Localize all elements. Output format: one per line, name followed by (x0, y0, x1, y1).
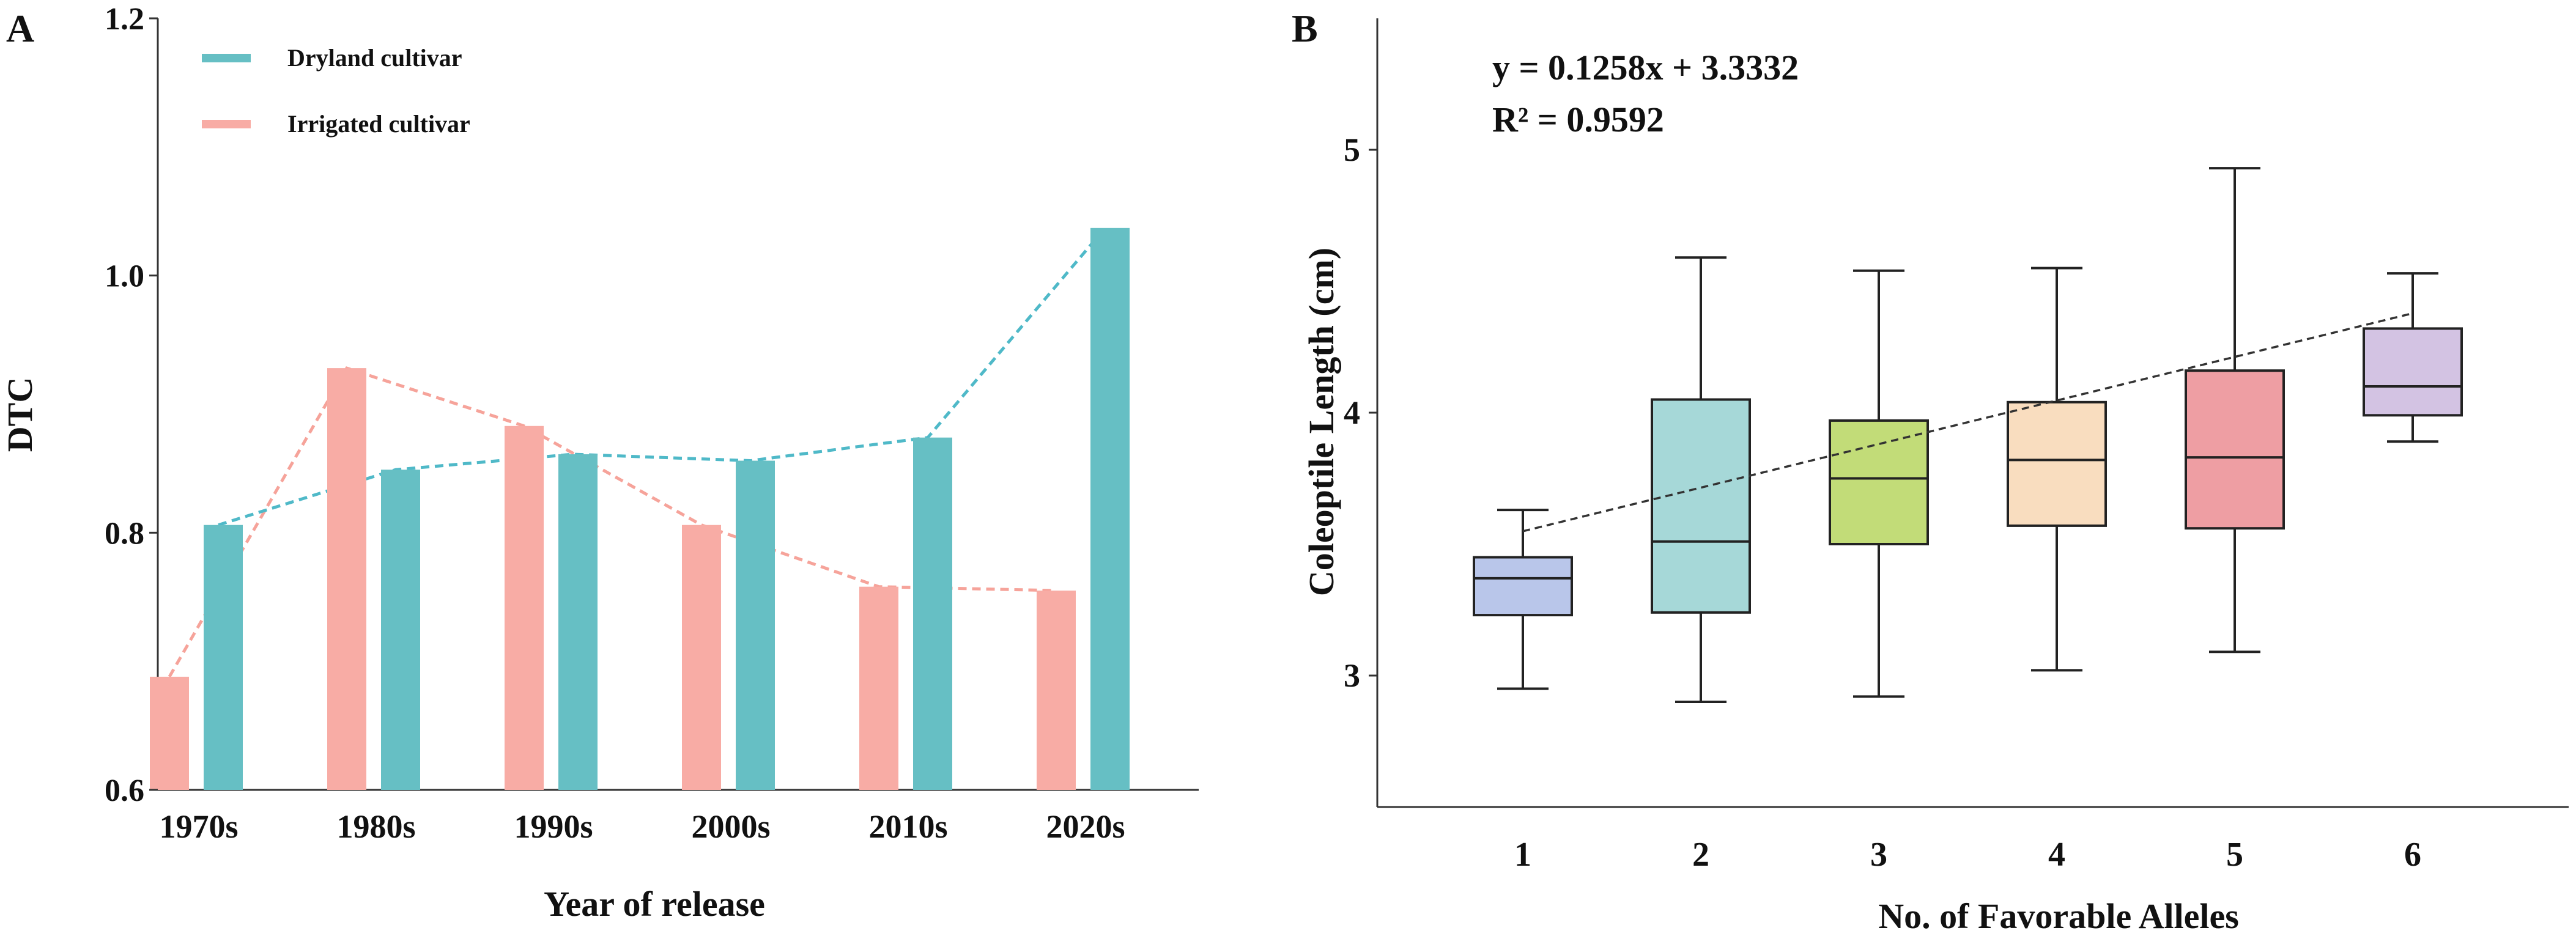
trend-line-irrigated (168, 366, 1057, 678)
panel-a-dtc-bar-chart: A 0.6 0.8 1.0 1.2 1970s 1980s 1990s 2000s 2010s 2… (0, 2, 1199, 924)
panel-b-boxes (1473, 167, 2463, 703)
panel-b-x-tick-label: 3 (1870, 836, 1887, 874)
legend-label-dryland: Dryland cultivar (287, 44, 462, 72)
panel-b-y-tick-label: 3 (1344, 657, 1360, 694)
panel-a-x-axis-title: Year of release (544, 884, 765, 924)
panel-a-x-tick-label: 2020s (1046, 808, 1125, 845)
panel-a-x-tick-label: 1970s (159, 808, 238, 845)
box-6 (2363, 327, 2463, 417)
panel-b-equation: y = 0.1258x + 3.3332 (1492, 48, 1799, 87)
bar-dryland-1980s (381, 470, 420, 790)
panel-a-y-tick-label: 1.2 (105, 2, 144, 37)
legend-swatch-irrigated (202, 120, 251, 128)
panel-a-y-tick-label: 1.0 (105, 259, 144, 294)
panel-a-y-axis-title: DTC (0, 377, 40, 452)
box-5 (2185, 369, 2285, 530)
bar-irrigated-1970s (150, 676, 189, 790)
panel-b-x-tick-label: 1 (1514, 836, 1531, 874)
panel-a-bars (150, 227, 1130, 790)
bar-irrigated-2020s (1037, 590, 1076, 790)
panel-b-x-tick-label: 2 (1692, 836, 1709, 874)
regression-trend-line (1522, 312, 2413, 532)
panel-b-coleoptile-box-plot: B 3 4 5 1 2 3 4 5 6 y = 0.1258x + 3.3332 R² = 0.… (1292, 7, 2569, 936)
box-3 (1829, 419, 1929, 546)
panel-b-label: B (1292, 7, 1318, 50)
bar-dryland-2010s (913, 437, 952, 790)
panel-b-r-squared: R² = 0.9592 (1492, 100, 1664, 139)
bar-irrigated-1990s (505, 426, 544, 790)
panel-a-x-tick-label: 1980s (336, 808, 415, 845)
panel-b-x-tick-label: 4 (2048, 836, 2065, 874)
panel-a-ticks: 0.6 0.8 1.0 1.2 1970s 1980s 1990s 2000s 2010s 202… (105, 2, 1125, 845)
bar-irrigated-2010s (859, 586, 898, 790)
panel-b-x-axis-title: No. of Favorable Alleles (1878, 896, 2239, 936)
panel-a-x-tick-label: 2010s (868, 808, 947, 845)
panel-b-trend-line (1522, 312, 2413, 532)
panel-b-y-tick-label: 4 (1344, 394, 1360, 431)
legend-swatch-dryland (202, 54, 251, 62)
bar-dryland-1990s (558, 454, 598, 790)
panel-b-x-tick-label: 6 (2404, 836, 2421, 874)
panel-b-x-tick-label: 5 (2226, 836, 2243, 874)
legend-label-irrigated: Irrigated cultivar (287, 110, 470, 138)
box-2 (1651, 398, 1751, 614)
bar-dryland-2000s (736, 460, 775, 790)
panel-a-y-tick-label: 0.8 (105, 516, 144, 551)
panel-b-ticks: 3 4 5 1 2 3 4 5 6 (1344, 131, 2421, 874)
bar-dryland-2020s (1090, 227, 1130, 790)
panel-a-label: A (6, 7, 34, 50)
panel-b-y-axis-title: Coleoptile Length (cm) (1301, 248, 1341, 596)
box-4 (2007, 400, 2107, 527)
bar-irrigated-1980s (327, 368, 366, 790)
panel-a-x-tick-label: 2000s (691, 808, 770, 845)
box-1 (1473, 556, 1573, 617)
bar-dryland-1970s (204, 525, 243, 790)
panel-a-trend-lines (168, 227, 1106, 678)
panel-b-y-tick-label: 5 (1344, 131, 1360, 168)
bar-irrigated-2000s (682, 525, 721, 790)
panel-a-legend: Dryland cultivar Irrigated cultivar (202, 44, 470, 138)
panel-a-x-tick-label: 1990s (514, 808, 593, 845)
panel-a-y-tick-label: 0.6 (105, 773, 144, 808)
